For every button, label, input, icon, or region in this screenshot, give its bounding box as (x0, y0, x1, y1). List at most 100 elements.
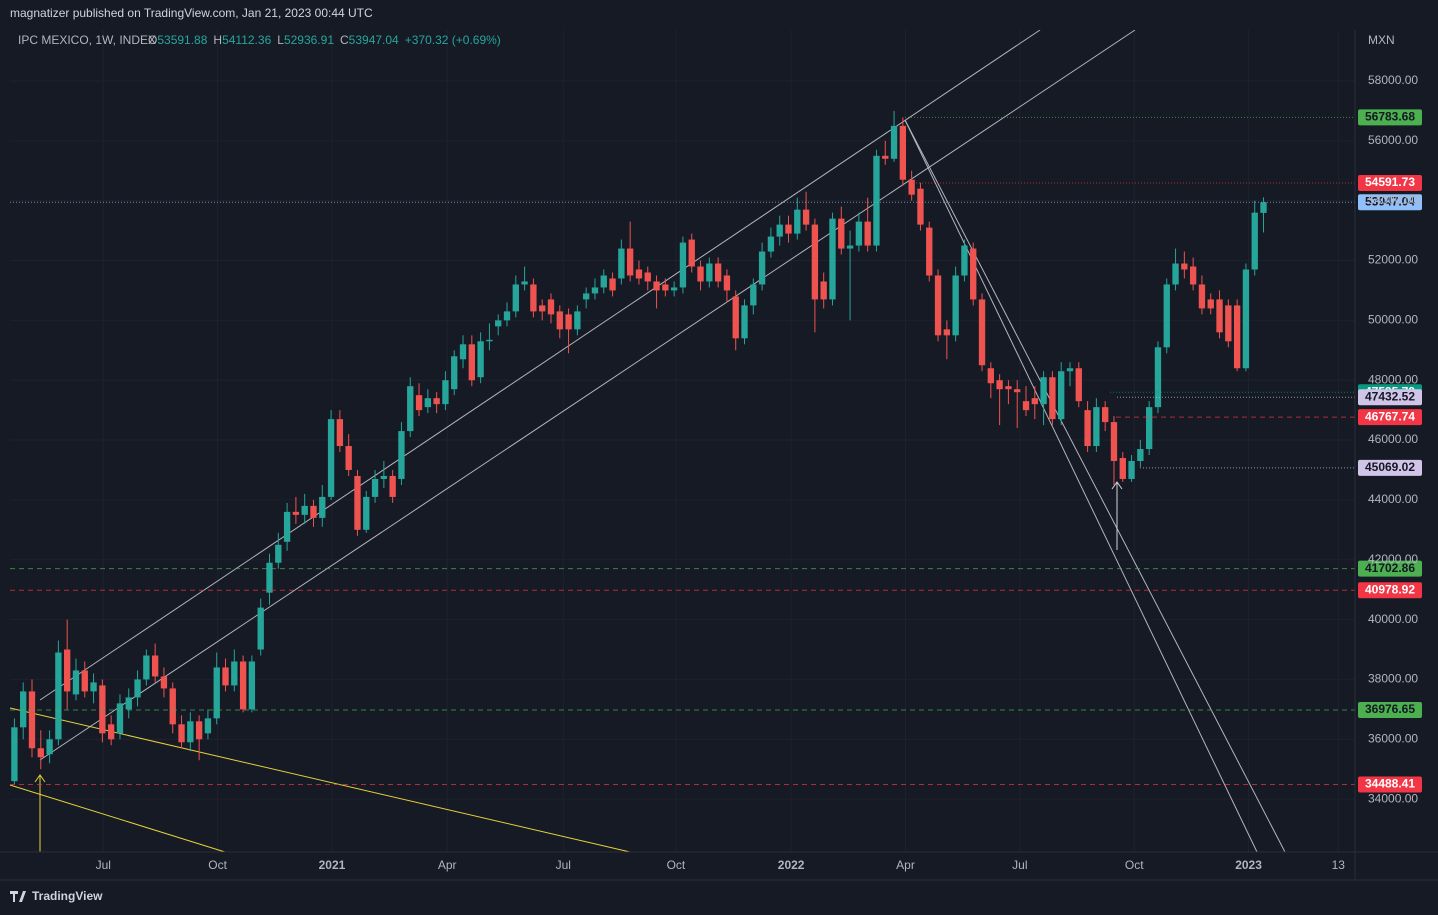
candle-body (741, 305, 748, 339)
candle-body (1102, 407, 1109, 423)
price-label: 36976.65 (1365, 702, 1415, 716)
candle-body (899, 125, 907, 180)
candle-body (1207, 299, 1214, 309)
candle-body (1145, 407, 1153, 450)
candle-body (1022, 401, 1030, 411)
candle-body (319, 496, 326, 518)
candle-body (125, 697, 132, 710)
price-label-bg (1358, 702, 1422, 719)
candle-body (662, 284, 669, 291)
candle-body (275, 544, 282, 563)
candle-body (363, 496, 370, 530)
candle-body (987, 368, 994, 384)
price-label-bg (1358, 174, 1422, 191)
candle-body (917, 188, 924, 225)
candle-body (301, 505, 308, 515)
candle-body (521, 281, 528, 285)
candle-body (1225, 305, 1232, 342)
candles (11, 110, 1267, 785)
candle-body (90, 682, 97, 692)
candle-body (407, 386, 414, 432)
price-label: 45069.02 (1365, 460, 1415, 474)
symbol: IPC MEXICO, 1W, INDEX (18, 33, 156, 47)
y-tick-label: 44000.00 (1368, 492, 1418, 506)
candle-body (310, 505, 317, 518)
candle-body (591, 287, 599, 294)
ohlc-value: 53947.04 (349, 33, 399, 47)
candle-body (547, 299, 555, 315)
price-label: 54591.73 (1365, 175, 1415, 189)
candle-body (1163, 284, 1170, 348)
candle-body (1066, 368, 1074, 372)
price-label: 56783.68 (1365, 110, 1415, 124)
y-tick-label: 42000.00 (1368, 552, 1418, 566)
candle-body (864, 221, 871, 246)
y-tick-label: 50000.00 (1368, 313, 1418, 327)
x-tick-label: Jul (556, 858, 571, 872)
candle-body (143, 655, 150, 680)
logo (10, 891, 26, 902)
candle-body (1058, 371, 1065, 420)
ohlc-prefix: O (148, 33, 157, 47)
candle-body (380, 475, 388, 479)
candle-body (64, 649, 71, 692)
candle-body (292, 511, 300, 515)
x-tick-label: 13 (1332, 858, 1346, 872)
channel-line (39, 29, 1041, 701)
candle-body (248, 661, 256, 710)
candle-body (706, 263, 713, 282)
candle-body (495, 320, 502, 327)
candle-body (336, 419, 344, 447)
candle-body (354, 475, 361, 530)
candle-body (1216, 299, 1223, 333)
x-tick-label: Apr (896, 858, 915, 872)
y-tick-label: 38000.00 (1368, 672, 1418, 686)
candle-body (961, 245, 968, 276)
candle-body (873, 155, 880, 246)
price-label-bg (1358, 389, 1422, 406)
candle-body (1084, 410, 1091, 447)
candle-body (1049, 377, 1056, 420)
levels: 56783.6854591.7353947.0447595.7947432.52… (10, 109, 1422, 793)
candle-body (178, 724, 185, 743)
candle-body (1189, 266, 1197, 285)
candle-body (151, 655, 159, 677)
candle-body (389, 475, 396, 497)
ohlc-value: 54112.36 (222, 33, 271, 47)
candle-body (855, 221, 863, 246)
ohlc-prefix: L (277, 33, 284, 47)
candle-body (187, 721, 194, 743)
ohlc-value: 52936.91 (284, 33, 334, 47)
candle-body (785, 224, 792, 234)
candle-body (802, 209, 810, 225)
candle-body (107, 724, 115, 740)
candle-body (688, 239, 695, 267)
candle-body (635, 269, 643, 279)
trend-line (9, 784, 226, 853)
price-label: 40978.92 (1365, 582, 1415, 596)
candle-body (926, 227, 933, 276)
candle-body (679, 242, 687, 288)
candle-body (846, 245, 854, 249)
candle-body (618, 248, 625, 279)
footer-brand[interactable]: TradingView (32, 889, 103, 903)
x-tick-label: Jul (1012, 858, 1027, 872)
trend-line (904, 119, 1286, 853)
change: +370.32 (+0.69%) (405, 33, 501, 47)
candle-body (1137, 449, 1144, 462)
candle-body (433, 398, 440, 405)
candle-body (160, 676, 168, 689)
ohlc-value: 53591.88 (157, 33, 207, 47)
publisher: magnatizer published on TradingView.com,… (10, 6, 373, 20)
candle-body (28, 691, 36, 749)
candle-body (583, 293, 590, 300)
price-label: 53947.04 (1365, 194, 1415, 208)
candle-body (952, 275, 959, 336)
arrow (1111, 481, 1123, 550)
candle-body (72, 670, 80, 695)
candle-body (46, 739, 53, 755)
candle-body (697, 266, 704, 282)
candle-body (204, 718, 212, 734)
y-tick-label: 58000.00 (1368, 73, 1418, 87)
